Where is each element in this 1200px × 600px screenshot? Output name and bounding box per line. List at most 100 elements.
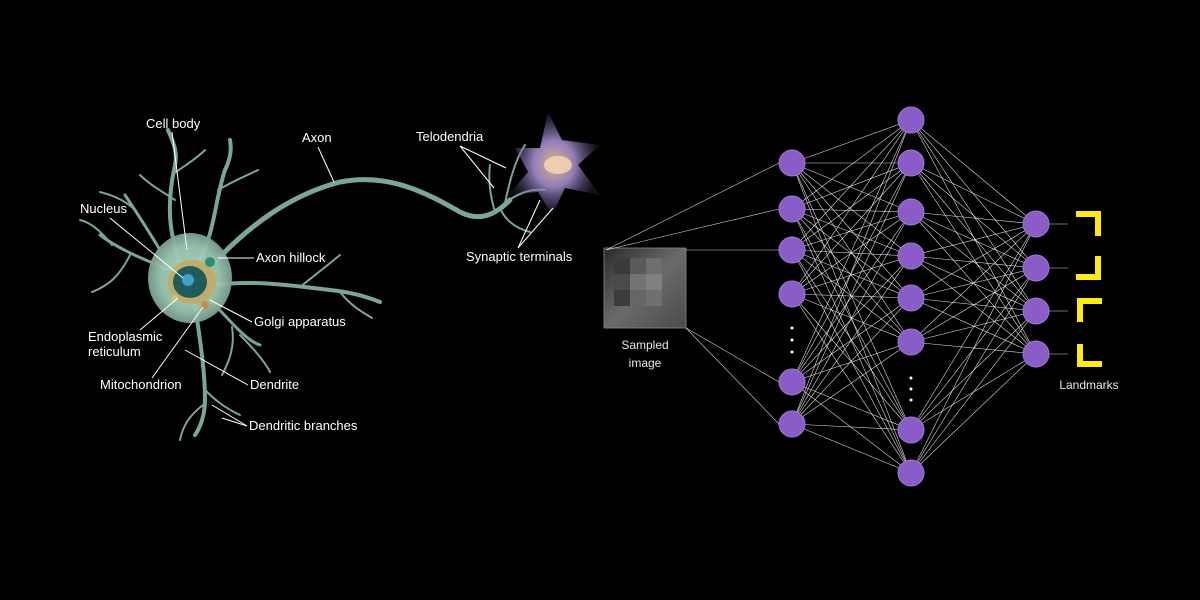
layer1-to-layer2-edge: [791, 341, 912, 425]
layer1-to-layer2-edge: [791, 208, 912, 213]
layer1-to-layer2-edge: [791, 162, 912, 425]
layer2-to-layer3-edge: [910, 267, 1037, 343]
label-sampled: Sampled: [621, 338, 668, 352]
bracket-top-right: [1076, 211, 1101, 236]
layer1-to-layer2-edge: [791, 119, 912, 164]
leader-cell-body: [171, 131, 188, 251]
ellipsis-layer1: [790, 326, 794, 354]
layer1-to-layer2-edge: [791, 249, 912, 474]
hidden-layer-neuron: [897, 459, 925, 487]
layer1-to-layer2-edge: [791, 208, 912, 343]
layer1-to-layer2-edge: [791, 119, 912, 210]
layer2-to-layer3-edge: [910, 211, 1037, 225]
hidden-layer-neuron: [897, 328, 925, 356]
layer1-to-layer2-edge: [791, 119, 912, 295]
label-landmarks: Landmarks: [1059, 378, 1118, 392]
layer1-to-layer2-edge: [791, 162, 912, 343]
hidden-layer-neuron: [897, 284, 925, 312]
layer2-to-layer3-edge: [910, 223, 1037, 431]
label-axon: Axon: [302, 130, 332, 145]
image-to-layer1-edge: [685, 327, 780, 383]
layer1-to-layer2-edge: [791, 255, 912, 425]
layer1-to-layer2-edge: [791, 208, 912, 474]
layer2-to-layer3-edge: [910, 223, 1037, 257]
image-to-layer1-edge: [685, 327, 780, 425]
postsynaptic-cell: [508, 112, 600, 215]
input-layer-neuron: [778, 410, 806, 438]
leader-telodendria-1: [459, 145, 507, 169]
label-synaptic-terminals: Synaptic terminals: [466, 249, 573, 264]
bracket-bottom-right: [1076, 256, 1101, 280]
layer1-to-layer2-edge: [791, 162, 912, 299]
layer1-to-layer2-edge: [791, 119, 912, 425]
output-layer-neuron: [1022, 254, 1050, 282]
label-mitochondrion: Mitochondrion: [100, 377, 182, 392]
output-layer-neuron: [1022, 340, 1050, 368]
sampled-image: [603, 247, 687, 329]
layer1-to-layer2-edge: [791, 211, 912, 383]
bracket-top-left: [1077, 298, 1102, 322]
layer2-to-layer3-edge: [910, 353, 1037, 474]
layer2-to-layer3-edge: [910, 162, 1037, 355]
layer2-to-layer3-edge: [910, 162, 1037, 269]
leader-mitochondrion: [151, 306, 204, 379]
leader-endoplasmic: [139, 297, 179, 331]
hidden-layer-neuron: [897, 416, 925, 444]
label-golgi-apparatus: Golgi apparatus: [254, 314, 346, 329]
layer2-to-layer3-edge: [910, 119, 1037, 269]
leader-nucleus: [109, 217, 184, 279]
layer1-to-layer2-edge: [791, 162, 912, 213]
leader-dendrite: [184, 349, 249, 386]
layer2-to-layer3-edge: [910, 211, 1037, 312]
layer1-to-layer2-edge: [791, 255, 912, 295]
layer1-to-layer2-edge: [791, 211, 912, 251]
image-to-layer1-edge: [605, 208, 780, 251]
leader-dendritic-branches-2: [221, 417, 248, 427]
input-layer-neuron: [778, 368, 806, 396]
input-layer-neuron: [778, 149, 806, 177]
layer1-to-layer2-edge: [791, 297, 912, 425]
neural-network: Sampled image Landmarks: [603, 106, 1119, 487]
layer2-to-layer3-edge: [910, 223, 1037, 343]
label-endoplasmic-line2: reticulum: [88, 344, 141, 359]
label-nucleus: Nucleus: [80, 201, 127, 216]
layer1-to-layer2-edge: [791, 423, 912, 431]
layer1-to-layer2-edge: [791, 293, 912, 299]
input-layer-neuron: [778, 195, 806, 223]
axon: [212, 177, 513, 265]
layer2-to-layer3-edge: [910, 255, 1037, 312]
layer1-to-layer2-edge: [791, 211, 912, 425]
layer2-to-layer3-edge: [910, 162, 1037, 312]
label-axon-hillock: Axon hillock: [256, 250, 326, 265]
ellipsis-layer2: [909, 376, 913, 402]
label-cell-body: Cell body: [146, 116, 201, 131]
output-layer-neuron: [1022, 210, 1050, 238]
leader-golgi: [209, 299, 253, 323]
cell-body: [148, 233, 232, 323]
layer1-to-layer2-edge: [791, 162, 912, 295]
layer1-to-layer2-edge: [791, 211, 912, 295]
hidden-layer-neuron: [897, 149, 925, 177]
image-to-layer1-edge: [605, 162, 780, 251]
label-endoplasmic-line1: Endoplasmic: [88, 329, 163, 344]
layer1-to-layer2-edge: [791, 249, 912, 299]
layer1-to-layer2-edge: [791, 208, 912, 257]
layer1-to-layer2-edge: [791, 341, 912, 383]
layer2-to-layer3-edge: [910, 310, 1037, 474]
layer1-to-layer2-edge: [791, 293, 912, 474]
leader-axon: [317, 146, 335, 183]
leader-telodendria-2: [459, 145, 495, 189]
leader-dendritic-branches-1: [211, 404, 248, 427]
input-layer-neuron: [778, 280, 806, 308]
layer2-to-layer3-edge: [910, 223, 1037, 299]
label-dendritic-branches: Dendritic branches: [249, 418, 358, 433]
layer2-to-layer3-edge: [910, 267, 1037, 474]
layer1-to-layer2-edge: [791, 255, 912, 383]
layer1-to-layer2-edge: [791, 208, 912, 299]
layer2-to-layer3-edge: [910, 223, 1037, 474]
layer2-to-layer3-edge: [910, 162, 1037, 225]
landmark-brackets: [1076, 211, 1102, 367]
label-telodendria: Telodendria: [416, 129, 484, 144]
hidden-layer-neuron: [897, 106, 925, 134]
